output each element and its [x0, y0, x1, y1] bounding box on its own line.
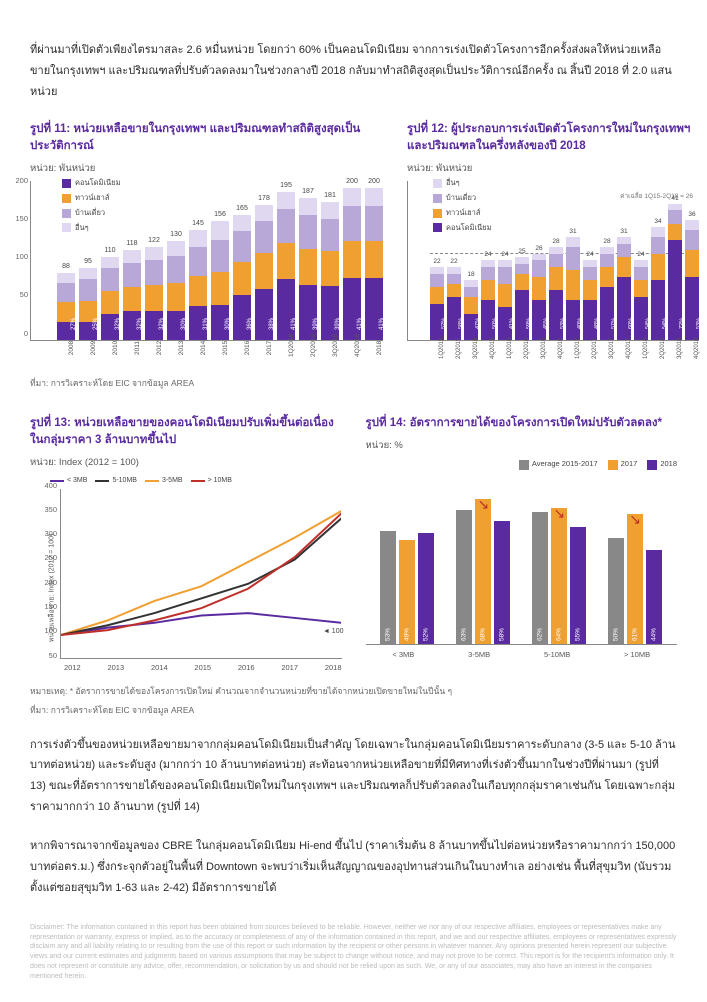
chart14-column: รูปที่ 14: อัตราการขายได้ของโครงการเปิดใ…: [366, 415, 678, 675]
chart13-unit: หน่วย: Index (2012 = 100): [30, 455, 342, 471]
chart-row-2: รูปที่ 13: หน่วยเหลือขายของคอนโดมิเนียมป…: [30, 415, 677, 675]
chart14-plot: 53%49%52%63%68%58%↘62%64%55%↘50%61%44%↘: [366, 475, 678, 645]
disclaimer-text: Disclaimer: The information contained in…: [30, 923, 677, 982]
chart11-title: รูปที่ 11: หน่วยเหลือขายในกรุงเทพฯ และปร…: [30, 121, 383, 156]
chart-note: หมายเหตุ: * อัตราการขายได้ของโครงการเปิด…: [30, 685, 677, 698]
chart14-unit: หน่วย: %: [366, 438, 678, 454]
chart11-source: ที่มา: การวิเคราะห์โดย EIC จากข้อมูล ARE…: [30, 376, 383, 390]
chart12-xlabels: 1Q20152Q20153Q20154Q20151Q20162Q20163Q20…: [407, 343, 699, 353]
paragraph-3: หากพิจารณาจากข้อมูลของ CBRE ในกลุ่มคอนโด…: [30, 836, 677, 899]
chart11-plot: 0501001502008827%9525%11032%11832%12232%…: [30, 181, 383, 341]
intro-paragraph: ที่ผ่านมาที่เปิดตัวเพียงไตรมาสละ 2.6 หมื…: [30, 40, 677, 103]
chart12-title: รูปที่ 12: ผู้ประกอบการเร่งเปิดตัวโครงกา…: [407, 121, 699, 156]
chart13-xlabels: 2012201320142015201620172018: [60, 662, 342, 675]
chart13-legend: < 3MB5-10MB3-5MB> 10MB: [30, 475, 342, 487]
chart13-plot: ◄ 100 50100150200250300350400: [60, 489, 342, 659]
chart11-unit: หน่วย: พันหน่วย: [30, 161, 383, 177]
chart12-column: รูปที่ 12: ผู้ประกอบการเร่งเปิดตัวโครงกา…: [407, 121, 699, 405]
chart14-xlabels: < 3MB3-5MB5-10MB> 10MB: [366, 649, 678, 662]
chart13-column: รูปที่ 13: หน่วยเหลือขายของคอนโดมิเนียมป…: [30, 415, 342, 675]
chart14-legend: Average 2015-201720172018: [366, 458, 678, 471]
chart11-xlabels: 2008200920102011201220132014201520162017…: [30, 343, 383, 354]
chart-source-shared: ที่มา: การวิเคราะห์โดย EIC จากข้อมูล ARE…: [30, 704, 677, 717]
chart14-title: รูปที่ 14: อัตราการขายได้ของโครงการเปิดใ…: [366, 415, 678, 432]
chart13-callout: ◄ 100: [323, 626, 344, 638]
chart12-plot: 2252%2258%1847%2450%2441%2559%2645%2853%…: [407, 181, 699, 341]
paragraph-2: การเร่งตัวขึ้นของหน่วยเหลือขายมาจากกลุ่ม…: [30, 735, 677, 819]
chart11-column: รูปที่ 11: หน่วยเหลือขายในกรุงเทพฯ และปร…: [30, 121, 383, 405]
chart-row-1: รูปที่ 11: หน่วยเหลือขายในกรุงเทพฯ และปร…: [30, 121, 677, 405]
chart13-title: รูปที่ 13: หน่วยเหลือขายของคอนโดมิเนียมป…: [30, 415, 342, 450]
chart12-unit: หน่วย: พันหน่วย: [407, 161, 699, 177]
